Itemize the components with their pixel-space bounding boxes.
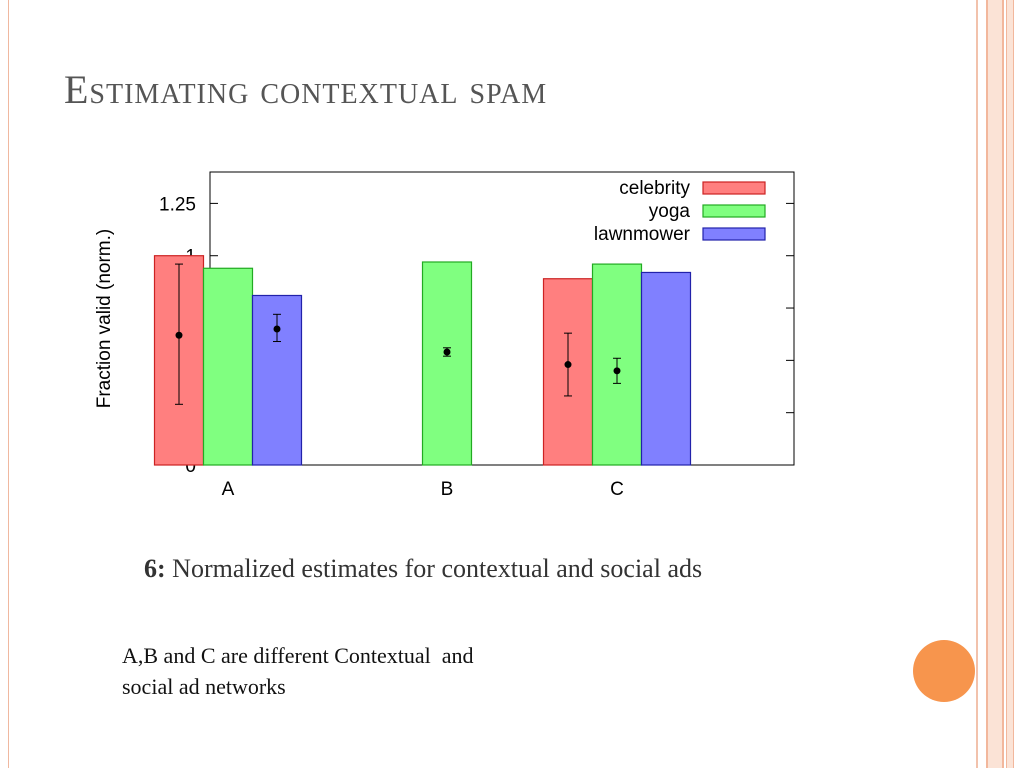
x-tick-label-B: B	[441, 479, 454, 500]
bar-yoga-A	[202, 267, 254, 466]
point-yoga-B	[443, 348, 451, 356]
body-text: A,B and C are different Contextual and s…	[122, 643, 474, 699]
legend-label-lawnmower: lawnmower	[594, 224, 691, 245]
y-tick-label: 0	[185, 456, 196, 477]
caption-text: Normalized estimates for contextual and …	[165, 554, 703, 583]
bar-lawnmower-C	[640, 271, 692, 466]
y-tick-label: 1.25	[159, 194, 196, 215]
accent-circle-decoration	[913, 640, 975, 702]
y-axis-label: Fraction valid (norm.)	[94, 229, 115, 409]
point-celebrity-C	[564, 361, 572, 369]
legend-swatch-celebrity	[702, 181, 766, 195]
x-tick-label-C: C	[610, 479, 624, 500]
point-celebrity-A	[175, 331, 183, 339]
slide-left-border	[8, 0, 9, 768]
legend-label-celebrity: celebrity	[619, 178, 690, 199]
figure-caption: 6: Normalized estimates for contextual a…	[144, 554, 702, 584]
bar-yoga-B	[421, 261, 473, 466]
bar-celebrity-C	[542, 278, 594, 466]
slide-right-border	[976, 0, 1024, 768]
point-yoga-C	[613, 367, 621, 375]
caption-number: 6:	[144, 554, 166, 583]
slide-title: Estimating contextual spam	[64, 67, 548, 112]
legend-label-yoga: yoga	[649, 201, 691, 222]
point-lawnmower-A	[273, 325, 281, 333]
legend-swatch-yoga	[702, 204, 766, 218]
x-tick-label-A: A	[222, 479, 235, 500]
legend-swatch-lawnmower	[702, 227, 766, 241]
